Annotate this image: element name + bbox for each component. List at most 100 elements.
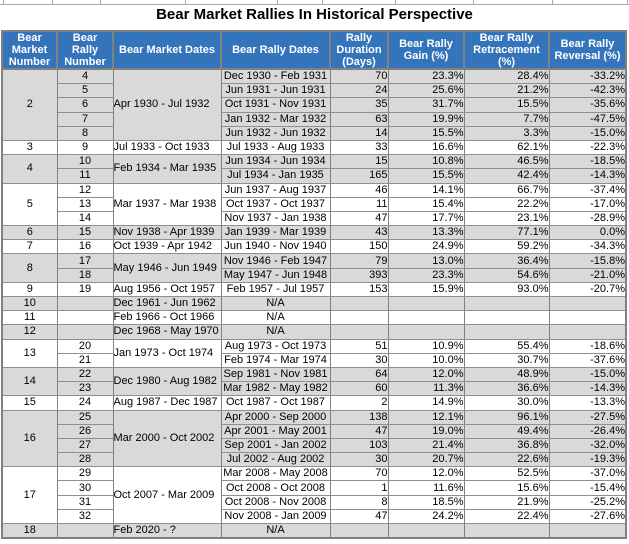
rally-duration-cell: 165 — [329, 168, 389, 184]
bear-rally-gain-cell: 12.0% — [387, 366, 465, 383]
table-row: 11 Jul 1934 - Jan 1935 165 15.5% 42.4% -14.3% — [2, 168, 627, 184]
bear-rally-reversal-cell: -15.0% — [548, 125, 627, 141]
rally-duration-cell: 15 — [329, 154, 389, 170]
rally-duration-cell: 138 — [329, 409, 389, 425]
bear-rally-gain-cell: 13.3% — [387, 225, 465, 241]
bear-rally-gain-cell: 10.8% — [387, 154, 465, 170]
bear-rally-number-cell: 5 — [56, 83, 114, 99]
bear-rally-number-cell — [56, 324, 114, 340]
bear-rally-dates-cell: Jul 2002 - Aug 2002 — [220, 452, 331, 468]
bear-rally-gain-cell: 19.9% — [387, 111, 465, 127]
bear-rally-dates-cell: Jul 1934 - Jan 1935 — [220, 168, 331, 184]
bear-rally-dates-cell: Jun 1940 - Nov 1940 — [220, 239, 331, 255]
bear-rally-reversal-cell — [548, 523, 627, 539]
bear-rally-number-cell: 14 — [56, 210, 114, 227]
bear-rally-reversal-cell: -32.0% — [548, 437, 627, 454]
rally-duration-cell: 393 — [329, 267, 389, 283]
bear-rally-gain-cell: 15.5% — [387, 125, 465, 141]
bear-rally-dates-cell: Dec 1930 - Feb 1931 — [220, 68, 331, 85]
column-header-bear-rally-dates: Bear Rally Dates — [220, 30, 331, 70]
table-row: 26 Apr 2001 - May 2001 47 19.0% 49.4% -26.4% — [2, 423, 627, 439]
page-title: Bear Market Rallies In Historical Perspe… — [156, 6, 473, 23]
bear-rally-dates-cell: N/A — [220, 324, 331, 340]
bear-rally-gain-cell: 14.1% — [387, 182, 465, 198]
sheet-gridline — [100, 0, 101, 4]
table-row: 8 Jun 1932 - Jun 1932 14 15.5% 3.3% -15.0% — [2, 125, 627, 141]
table-row: 5 12 Mar 1937 - Mar 1938 Jun 1937 - Aug 193… — [1, 182, 627, 227]
bear-rally-dates-cell: Nov 2008 - Jan 2009 — [220, 508, 331, 525]
bear-rally-gain-cell: 12.0% — [387, 466, 465, 482]
bear-market-dates-cell: Oct 1939 - Apr 1942 — [112, 239, 222, 255]
bear-rally-gain-cell: 19.0% — [387, 423, 465, 439]
bear-rally-dates-cell: Feb 1974 - Mar 1974 — [220, 352, 331, 368]
bear-rally-gain-cell: 24.2% — [387, 508, 465, 525]
bear-rally-retracement-cell — [463, 295, 550, 312]
rally-duration-cell: 24 — [329, 83, 389, 99]
bear-rally-number-cell — [56, 310, 114, 326]
bear-rally-retracement-cell: 30.0% — [463, 395, 550, 411]
table-row: 3 9 Jul 1933 - Oct 1933 Jul 1933 - Aug 1933… — [1, 139, 627, 156]
bear-rally-dates-cell: Jun 1931 - Jun 1931 — [220, 83, 331, 99]
bear-market-number-cell: 3 — [1, 139, 58, 156]
bear-rally-dates-cell: Oct 1987 - Oct 1987 — [220, 395, 331, 411]
rally-duration-cell: 103 — [329, 437, 389, 454]
bear-rally-reversal-cell: -37.0% — [548, 466, 627, 482]
bear-rally-retracement-cell: 55.4% — [463, 338, 550, 354]
bear-rally-dates-cell: Nov 1946 - Feb 1947 — [220, 253, 331, 269]
bear-rally-reversal-cell: -25.2% — [548, 494, 627, 510]
bear-rally-dates-cell: Apr 2001 - May 2001 — [220, 423, 331, 439]
rally-duration-cell: 47 — [329, 508, 389, 525]
bear-rally-reversal-cell — [548, 324, 627, 340]
bear-market-number-cell: 12 — [1, 324, 58, 340]
table-row: 16 25 Mar 2000 - Oct 2002 Apr 2000 - Sep 20… — [1, 409, 627, 468]
header-row: Bear Market Number Bear Rally Number Bear … — [1, 30, 627, 70]
bear-rally-number-cell: 21 — [56, 352, 114, 368]
bear-rally-reversal-cell: -35.6% — [548, 97, 627, 113]
bear-rally-reversal-cell: -27.6% — [548, 508, 627, 525]
bear-rally-retracement-cell: 66.7% — [463, 182, 550, 198]
bear-rally-dates-cell: Sep 2001 - Jan 2002 — [220, 437, 331, 454]
bear-rally-reversal-cell: -14.3% — [548, 168, 627, 184]
table-row: 9 19 Aug 1956 - Oct 1957 Feb 1957 - Jul 195… — [1, 281, 627, 298]
rally-duration-cell: 30 — [329, 452, 389, 468]
table-row: 14 22 Dec 1980 - Aug 1982 Sep 1981 - Nov 19… — [1, 366, 627, 397]
bear-market-dates-cell: May 1946 - Jun 1949 — [112, 253, 222, 283]
bear-rally-gain-cell — [387, 523, 465, 539]
bear-rally-retracement-cell: 7.7% — [463, 111, 550, 127]
table-row: 14 Nov 1937 - Jan 1938 47 17.7% 23.1% -28.9% — [2, 210, 627, 227]
bear-rally-gain-cell: 23.3% — [387, 68, 465, 85]
rally-duration-cell: 1 — [329, 480, 389, 496]
bear-rally-retracement-cell — [463, 310, 550, 326]
bear-rally-reversal-cell: -28.9% — [548, 210, 627, 227]
bear-rally-dates-cell: Jun 1932 - Jun 1932 — [220, 125, 331, 141]
column-header-bear-rally-gain: Bear Rally Gain (%) — [387, 30, 465, 70]
rally-duration-cell: 14 — [329, 125, 389, 141]
sheet-gridline — [627, 0, 628, 4]
bear-rally-gain-cell: 25.6% — [387, 83, 465, 99]
bear-rally-dates-cell: Oct 2008 - Oct 2008 — [220, 480, 331, 496]
rally-duration-cell: 150 — [329, 239, 389, 255]
bear-rally-dates-cell: Oct 2008 - Nov 2008 — [220, 494, 331, 510]
bear-rally-reversal-cell: -37.4% — [548, 182, 627, 198]
bear-market-number-cell: 6 — [1, 225, 58, 241]
bear-rally-retracement-cell: 36.4% — [463, 253, 550, 269]
bear-rally-gain-cell: 11.6% — [387, 480, 465, 496]
bear-market-number-cell: 2 — [1, 68, 58, 141]
table-row: 31 Oct 2008 - Nov 2008 8 18.5% 21.9% -25.2% — [2, 494, 627, 510]
bear-rally-retracement-cell: 23.1% — [463, 210, 550, 227]
bear-rally-number-cell: 12 — [56, 182, 114, 198]
bear-rally-retracement-cell: 22.4% — [463, 508, 550, 525]
bear-rally-number-cell — [56, 295, 114, 312]
bear-market-number-cell: 16 — [1, 409, 58, 468]
bear-rally-number-cell: 32 — [56, 508, 114, 525]
table-row: 5 Jun 1931 - Jun 1931 24 25.6% 21.2% -42.3% — [2, 83, 627, 99]
bear-rally-retracement-cell: 77.1% — [463, 225, 550, 241]
bear-rally-number-cell: 7 — [56, 111, 114, 127]
table-row: 2 4 Apr 1930 - Jul 1932 Dec 1930 - Feb 1931… — [1, 68, 627, 141]
table-row: 17 29 Oct 2007 - Mar 2009 Mar 2008 - May 20… — [1, 466, 627, 524]
bear-market-number-cell: 11 — [1, 310, 58, 326]
column-header-rally-duration: Rally Duration (Days) — [329, 30, 389, 70]
table-row: 8 17 May 1946 - Jun 1949 Nov 1946 - Feb 194… — [1, 253, 627, 283]
table-row: 18 Feb 2020 - ? N/A — [1, 523, 627, 539]
bear-rally-reversal-cell: -18.6% — [548, 338, 627, 354]
